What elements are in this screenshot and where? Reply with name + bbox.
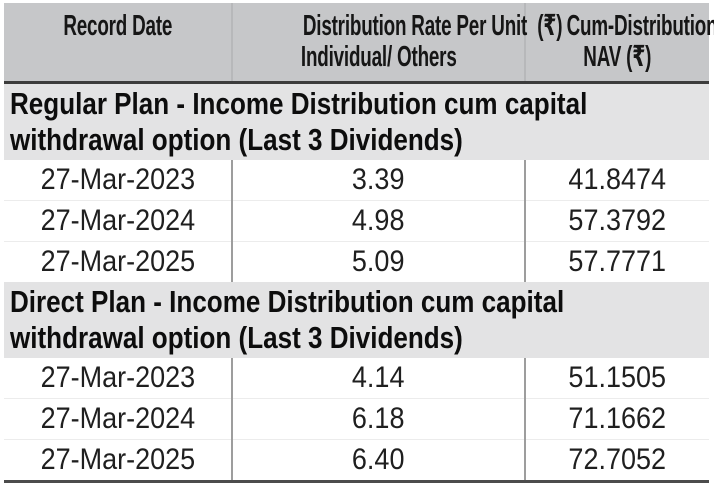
rate-cell: 4.98 [231,200,525,242]
section-title-line: withdrawal option (Last 3 Dividends) [10,122,463,157]
section-title-line: Regular Plan - Income Distribution cum c… [10,86,588,121]
record-date-cell: 27-Mar-2024 [4,200,232,242]
table-row: 27-Mar-2025 5.09 57.7771 [4,241,709,282]
col-header-record-date-label: Record Date [63,10,172,42]
section-header-direct-plan-cell: Direct Plan - Income Distribution cum ca… [4,282,709,358]
record-date-cell: 27-Mar-2025 [4,439,232,483]
rate-cell: 6.40 [231,439,525,483]
section-header-regular-plan: Regular Plan - Income Distribution cum c… [4,82,709,160]
nav-cell: 57.3792 [524,200,709,242]
nav-cell: 72.7052 [524,439,709,483]
table-row: 27-Mar-2024 6.18 71.1662 [4,398,709,440]
nav-cell: 51.1505 [524,358,709,399]
table-header-row: Record Date Distribution Rate Per Unit (… [4,3,714,84]
section-header-direct-plan: Direct Plan - Income Distribution cum ca… [4,282,709,358]
rate-cell: 6.18 [231,398,525,440]
record-date-cell: 27-Mar-2023 [4,160,232,201]
record-date-cell: 27-Mar-2023 [4,358,232,399]
col-header-cum-distribution-nav-line2: NAV (₹) [583,41,652,73]
section-title-line: Direct Plan - Income Distribution cum ca… [10,284,565,319]
section-title-line: withdrawal option (Last 3 Dividends) [10,320,463,355]
col-header-record-date: Record Date [4,3,232,84]
nav-cell: 41.8474 [524,160,709,201]
record-date-cell: 27-Mar-2024 [4,398,232,440]
nav-cell: 57.7771 [524,241,709,282]
table-row: 27-Mar-2023 4.14 51.1505 [4,358,709,399]
rate-cell: 4.14 [231,358,525,399]
col-header-distribution-rate: Distribution Rate Per Unit (₹) Individua… [231,3,563,84]
col-header-distribution-rate-line1: Distribution Rate Per Unit (₹) [302,10,563,42]
table-row: 27-Mar-2024 4.98 57.3792 [4,200,709,242]
col-header-cum-distribution-nav-line1: Cum-Distribution [566,10,714,42]
rate-cell: 3.39 [231,160,525,201]
table-row: 27-Mar-2023 3.39 41.8474 [4,160,709,201]
section-header-regular-plan-cell: Regular Plan - Income Distribution cum c… [4,82,709,160]
record-date-cell: 27-Mar-2025 [4,241,232,282]
col-header-cum-distribution-nav: Cum-Distribution NAV (₹) [524,3,714,84]
nav-cell: 71.1662 [524,398,709,440]
table-row: 27-Mar-2025 6.40 72.7052 [4,439,709,483]
dividend-history-table: Record Date Distribution Rate Per Unit (… [4,3,714,483]
col-header-distribution-rate-line2: Individual/ Others [300,41,457,73]
rate-cell: 5.09 [231,241,525,282]
